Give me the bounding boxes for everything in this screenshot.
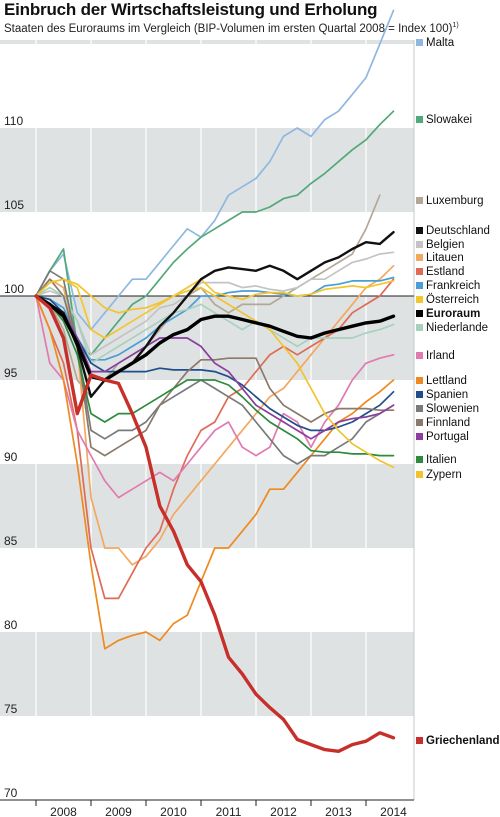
series-label: Slowakei: [426, 114, 472, 126]
legend-swatch: [416, 39, 423, 46]
y-tick-label: 110: [4, 114, 23, 128]
series-line-slowakei: [35, 110, 395, 356]
series-line-spanien: [35, 295, 395, 432]
series-label: Frankreich: [426, 280, 480, 292]
chart-title: Einbruch der Wirtschaftsleistung und Erh…: [4, 0, 378, 19]
legend-swatch: [416, 282, 423, 289]
y-tick-label: 85: [4, 534, 18, 548]
series-label: Euroraum: [426, 308, 480, 320]
series-line-niederlande: [35, 286, 395, 365]
series-label: Deutschland: [426, 225, 490, 237]
legend-swatch: [416, 377, 423, 384]
x-tick-label: 2008: [50, 805, 77, 817]
subtitle-text: Staaten des Euroraums im Vergleich (BIP-…: [4, 22, 453, 35]
subtitle-footnote-marker: 1): [452, 22, 459, 29]
legend-swatch: [416, 324, 423, 331]
series-label: Irland: [426, 350, 455, 362]
x-tick-label: 2011: [216, 805, 242, 817]
series-lines: [34, 9, 396, 753]
y-tick-label: 70: [4, 786, 18, 800]
grid-band: [0, 40, 414, 44]
x-tick-label: 2014: [380, 805, 407, 817]
y-axis-labels: 70 75 80 85 90 95 100 105 110: [4, 114, 24, 800]
series-label: Belgien: [426, 239, 464, 251]
plot-frame: [0, 40, 415, 800]
series-label: Slowenien: [426, 403, 479, 415]
legend-swatch: [416, 296, 423, 303]
legend-swatch: [416, 227, 423, 234]
series-label: Portugal: [426, 431, 469, 443]
legend-swatch: [416, 456, 423, 463]
series-label: Österreich: [426, 294, 479, 306]
legend-swatch: [416, 310, 423, 317]
legend-swatch: [416, 433, 423, 440]
series-line-deutschland: [34, 230, 395, 398]
x-tick-label: 2012: [270, 805, 297, 817]
series-label: Niederlande: [426, 322, 488, 334]
legend-swatch: [416, 268, 423, 275]
series-label: Litauen: [426, 252, 464, 264]
x-tick-label: 2013: [325, 805, 352, 817]
legend-swatch: [416, 241, 423, 248]
grid-bands: [0, 40, 414, 716]
legend-swatch: [416, 352, 423, 359]
series-label: Estland: [426, 266, 464, 278]
series-line-litauen: [35, 264, 395, 566]
series-label: Zypern: [426, 469, 462, 481]
y-tick-label: 80: [4, 618, 18, 632]
legend-swatch: [416, 254, 423, 261]
y-tick-label: 100: [4, 282, 24, 296]
grid-band: [0, 464, 414, 548]
legend-swatch: [416, 471, 423, 478]
x-axis: 2008 2009 2010 2011 2012 2013 2014: [0, 799, 414, 817]
y-tick-label: 105: [4, 198, 24, 212]
series-line-zypern: [35, 278, 395, 469]
series-line-malta: [35, 9, 395, 331]
series-label: Spanien: [426, 389, 468, 401]
series-label: Malta: [426, 37, 455, 49]
legend-swatch: [416, 116, 423, 123]
series-label: Luxemburg: [426, 195, 484, 207]
y-tick-label: 90: [4, 450, 18, 464]
series-line-österreich: [35, 278, 395, 339]
chart-subtitle: Staaten des Euroraums im Vergleich (BIP-…: [4, 22, 459, 35]
series-label: Finnland: [426, 417, 470, 429]
series-line-belgien: [35, 251, 395, 356]
series-line-italien: [35, 295, 395, 457]
series-line-griechenland: [34, 294, 396, 753]
legend-swatch: [416, 391, 423, 398]
series-labels: Malta Slowakei Luxemburg Deutschland Belgien…: [416, 37, 500, 747]
x-tick-label: 2010: [160, 805, 187, 817]
legend-swatch: [416, 197, 423, 204]
series-line-slowenien: [35, 269, 395, 465]
series-label: Italien: [426, 454, 457, 466]
series-line-finnland: [35, 278, 395, 457]
y-tick-label: 95: [4, 366, 18, 380]
legend-swatch: [416, 405, 423, 412]
legend-swatch: [416, 737, 423, 744]
series-label: Lettland: [426, 375, 467, 387]
legend-swatch: [416, 419, 423, 426]
grid-band: [0, 128, 414, 212]
x-tick-label: 2009: [105, 805, 132, 817]
series-label: Griechenland: [426, 735, 500, 747]
grid-band: [0, 632, 414, 716]
y-tick-label: 75: [4, 702, 18, 716]
